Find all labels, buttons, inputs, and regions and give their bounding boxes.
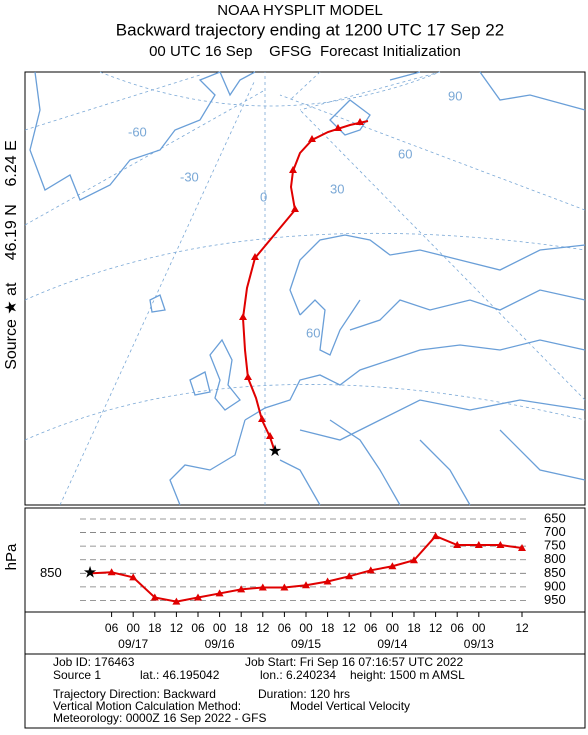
- point: [366, 566, 375, 574]
- point: [345, 572, 354, 580]
- y-tick-label: 700: [544, 524, 566, 539]
- point: [280, 583, 289, 591]
- x-tick-label: 00: [386, 621, 400, 635]
- subtitle: Backward trajectory ending at 1200 UTC 1…: [116, 20, 504, 39]
- direction: Trajectory Direction: Backward: [53, 687, 216, 701]
- vertical: Vertical Motion Calculation Method:: [53, 699, 241, 713]
- date-label: 09/15: [291, 637, 321, 651]
- title: NOAA HYSPLIT MODEL: [217, 2, 383, 19]
- source-star: ★: [268, 443, 282, 460]
- x-tick-label: 18: [321, 621, 335, 635]
- lon: lon.: 6.240234: [260, 668, 336, 682]
- coastline: [149, 294, 241, 411]
- lat: lat.: 46.195042: [140, 668, 220, 682]
- date-label: 09/13: [464, 637, 494, 651]
- point: [496, 541, 505, 549]
- duration: Duration: 120 hrs: [258, 687, 350, 701]
- start-level-label: 850: [40, 565, 62, 580]
- subtitle-line: 00 UTC 16 Sep GFSG Forecast Initializati…: [149, 43, 461, 60]
- x-tick-label: 06: [364, 621, 378, 635]
- point: [518, 544, 526, 552]
- x-tick-label: 12: [256, 621, 270, 635]
- y-axis-label: hPa: [3, 543, 20, 570]
- point: [107, 568, 116, 576]
- x-tick-label: 06: [451, 621, 465, 635]
- grid-label: 0: [260, 189, 267, 204]
- x-tick-label: 00: [127, 621, 141, 635]
- x-tick-label: 06: [105, 621, 119, 635]
- x-tick-label: 00: [299, 621, 313, 635]
- x-tick-label: 12: [170, 621, 184, 635]
- coastline: [29, 71, 221, 201]
- job-id: Job ID: 176463: [53, 655, 135, 669]
- grid-label: 60: [398, 146, 412, 161]
- source: Source 1: [53, 668, 101, 682]
- y-tick-label: 750: [544, 538, 566, 553]
- point: [150, 593, 159, 601]
- x-tick-label: 18: [407, 621, 421, 635]
- grid-label: 90: [448, 88, 462, 103]
- point: [129, 573, 138, 581]
- map-frame: [24, 71, 586, 506]
- point: [237, 585, 246, 593]
- grid-label: -30: [180, 169, 199, 184]
- meteorology: Meteorology: 0000Z 16 Sep 2022 - GFS: [53, 711, 266, 725]
- grid-label: 30: [330, 181, 344, 196]
- y-tick-label: 950: [544, 592, 566, 607]
- x-tick-label: 06: [278, 621, 292, 635]
- trajectory: [241, 120, 369, 453]
- point: [194, 593, 202, 601]
- x-tick-label: 00: [213, 621, 227, 635]
- point: [258, 583, 267, 591]
- coastline: [169, 339, 586, 506]
- point: [323, 577, 332, 585]
- source-label: Source ★ at 46.19 N 6.24 E: [3, 140, 20, 370]
- source-marker: ★: [83, 565, 97, 582]
- border: [299, 289, 586, 441]
- vertical-method: Model Vertical Velocity: [290, 699, 410, 713]
- point: [474, 541, 483, 549]
- x-tick-label: 18: [148, 621, 162, 635]
- footer-frame: [24, 653, 586, 729]
- point: [410, 556, 418, 564]
- point: [431, 532, 440, 540]
- y-tick-label: 800: [544, 551, 566, 566]
- height: height: 1500 m AMSL: [350, 668, 465, 682]
- y-tick-label: 650: [544, 510, 566, 525]
- point: [302, 581, 310, 589]
- point: [172, 597, 181, 605]
- x-tick-label: 12: [429, 621, 443, 635]
- y-tick-label: 900: [544, 578, 566, 593]
- date-label: 09/17: [118, 637, 148, 651]
- date-label: 09/14: [377, 637, 407, 651]
- map: -60 -30 0 30 60 90 60 ★: [24, 71, 586, 506]
- point: [388, 562, 397, 570]
- y-tick-label: 850: [544, 565, 566, 580]
- graticule: [24, 71, 586, 506]
- point: [453, 541, 462, 549]
- grid-label: -60: [128, 124, 147, 139]
- point: [215, 589, 224, 597]
- x-tick-label: 12: [515, 621, 529, 635]
- x-tick-label: 06: [191, 621, 205, 635]
- x-tick-label: 18: [235, 621, 249, 635]
- graticule: [24, 71, 586, 441]
- x-tick-label: 12: [343, 621, 357, 635]
- job-start: Job Start: Fri Sep 16 07:16:57 UTC 2022: [245, 655, 463, 669]
- x-tick-label: 00: [472, 621, 486, 635]
- date-label: 09/16: [205, 637, 235, 651]
- grid-label: 60: [306, 325, 320, 340]
- coastline: [289, 234, 586, 356]
